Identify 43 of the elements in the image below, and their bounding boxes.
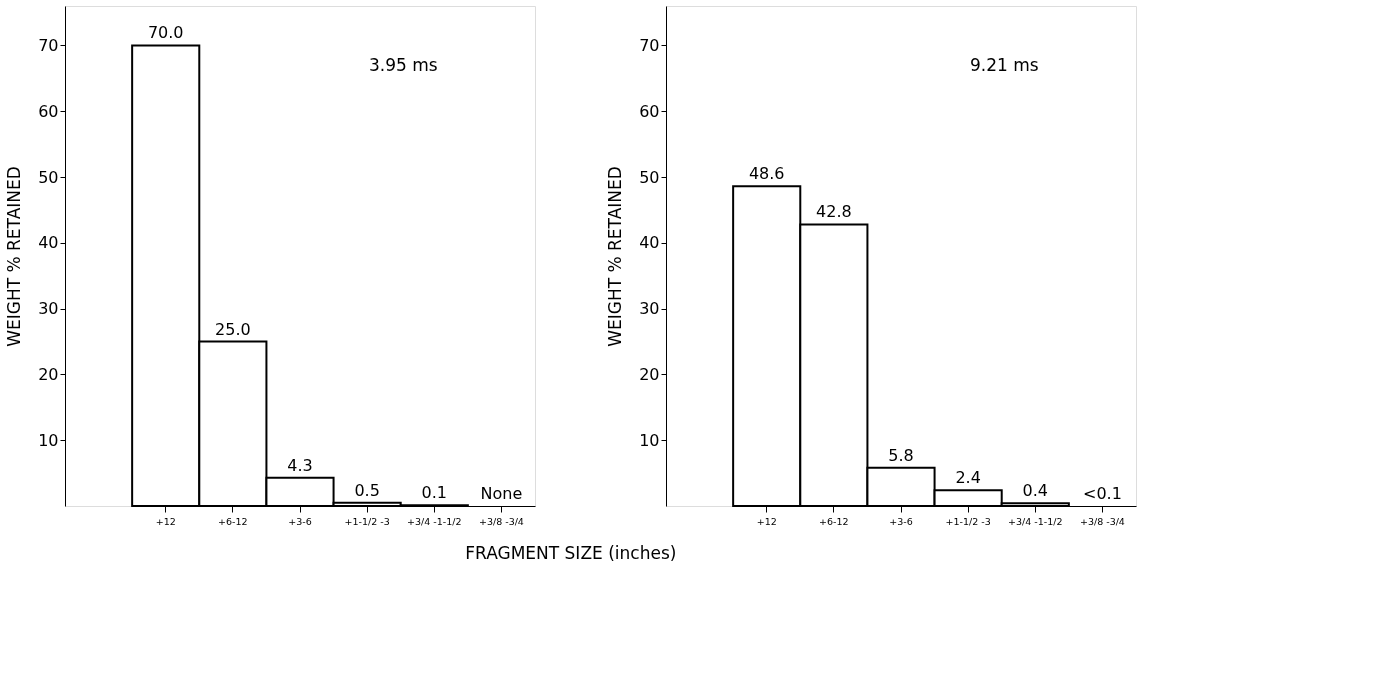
x-tick-label: +6-12 (819, 515, 849, 527)
data-label: 42.8 (816, 202, 852, 222)
text: <0.1 (1083, 484, 1122, 503)
x-axis-title: FRAGMENT SIZE (inches) (465, 543, 677, 563)
x-tick-label: +3/8 -3/4 (1079, 515, 1125, 527)
data-label: 25.0 (215, 319, 251, 339)
y-tick-label: 70 (38, 35, 59, 55)
y-tick-label: 50 (639, 167, 660, 187)
data-label: 4.3 (287, 455, 313, 475)
annotation: 9.21 ms (970, 55, 1039, 75)
text: None (480, 484, 523, 503)
data-label: 2.4 (955, 468, 981, 488)
x-tick-label: +3-6 (288, 515, 312, 527)
y-tick-label: 20 (38, 364, 59, 384)
data-label: 0.4 (1022, 481, 1049, 501)
data-label: 0.1 (421, 483, 448, 503)
x-tick-label: +12 (756, 515, 777, 527)
x-tick-label: +6-12 (218, 515, 248, 527)
y-tick-label: 60 (38, 101, 59, 121)
x-tick-label: +1-1/2 -3 (344, 515, 390, 527)
annotation: 3.95 ms (369, 55, 438, 75)
y-tick-label: 40 (639, 233, 660, 253)
x-tick-label: +12 (155, 515, 176, 527)
x-tick-label: +3/8 -3/4 (478, 515, 524, 527)
x-tick-label: +3/4 -1-1/2 (1008, 515, 1063, 527)
y-tick-label: 10 (38, 430, 59, 450)
y-axis-title: WEIGHT % RETAINED (605, 166, 626, 347)
y-tick-label: 30 (639, 299, 660, 319)
y-tick-label: 60 (639, 101, 660, 121)
y-tick-label: 10 (639, 430, 660, 450)
y-tick-label: 70 (639, 35, 660, 55)
data-label: 5.8 (888, 445, 914, 465)
data-label: 48.6 (748, 164, 785, 184)
data-label: 70.0 (147, 23, 184, 43)
x-tick-label: +3/4 -1-1/2 (407, 515, 462, 527)
x-tick-label: +3-6 (889, 515, 913, 527)
y-tick-label: 50 (38, 167, 59, 187)
y-axis-title: WEIGHT % RETAINED (4, 166, 25, 347)
data-label: 0.5 (354, 480, 380, 500)
x-tick-label: +1-1/2 -3 (945, 515, 991, 527)
y-tick-label: 40 (38, 233, 59, 253)
y-tick-label: 30 (38, 299, 59, 319)
y-tick-label: 20 (639, 364, 660, 384)
